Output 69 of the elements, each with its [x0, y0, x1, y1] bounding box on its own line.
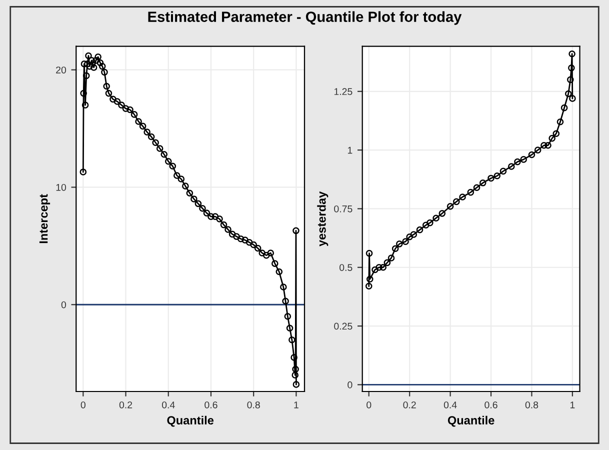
- point: [528, 151, 536, 158]
- point: [388, 254, 395, 262]
- point: [372, 266, 378, 274]
- point: [564, 90, 572, 98]
- chart-title: Estimated Parameter - Quantile Plot for today: [148, 11, 462, 25]
- y-tick-label: 0: [348, 381, 352, 388]
- x-tick-label: 0: [366, 401, 372, 408]
- x-tick-label: 0.2: [119, 401, 132, 408]
- point: [446, 202, 454, 210]
- x-tick-label: 0.8: [247, 401, 260, 408]
- point: [410, 231, 418, 238]
- x-tick-label: 0.8: [525, 401, 538, 408]
- x-tick-label: 1: [570, 402, 575, 408]
- point: [548, 134, 556, 142]
- point: [560, 104, 568, 112]
- point: [544, 142, 552, 149]
- point: [567, 76, 574, 84]
- point: [540, 142, 548, 149]
- point: [520, 156, 527, 163]
- point: [494, 172, 501, 180]
- x-tick-label: 0: [80, 401, 86, 408]
- point: [552, 130, 560, 138]
- point: [380, 264, 387, 271]
- point: [432, 214, 440, 222]
- point: [500, 168, 507, 175]
- point: [467, 188, 474, 196]
- x-axis-title: Quantile: [167, 416, 214, 427]
- y-tick-label: 1: [348, 146, 352, 154]
- y-axis-title: yesterday: [317, 191, 328, 246]
- y-tick-label: 0.5: [340, 264, 352, 271]
- x-tick-label: 0.6: [484, 401, 498, 408]
- y-tick-label: 10: [56, 184, 66, 191]
- x-tick-label: 1: [294, 402, 298, 408]
- point: [402, 238, 409, 245]
- x-tick-label: 0.2: [403, 401, 416, 408]
- point: [508, 163, 515, 170]
- point: [569, 95, 576, 102]
- y-tick-label: 0: [61, 301, 66, 308]
- y-tick-label: 0.25: [334, 322, 352, 330]
- y-tick-label: 1.25: [334, 88, 352, 96]
- point: [488, 174, 494, 182]
- point: [534, 146, 542, 154]
- point: [479, 180, 486, 186]
- point: [473, 184, 480, 192]
- point: [392, 245, 399, 252]
- point: [365, 282, 372, 290]
- point: [453, 198, 460, 206]
- point: [556, 118, 564, 126]
- point: [376, 264, 382, 271]
- point: [416, 226, 424, 234]
- point: [514, 158, 521, 166]
- point: [426, 219, 434, 226]
- point: [568, 50, 576, 58]
- y-tick-label: 20: [56, 66, 66, 74]
- point: [438, 210, 446, 217]
- point: [568, 64, 575, 72]
- y-tick-label: 0.75: [334, 205, 352, 212]
- x-tick-label: 0.4: [444, 401, 457, 408]
- point: [422, 222, 430, 229]
- point: [459, 194, 466, 200]
- point: [396, 240, 403, 248]
- y-axis-title: Intercept: [39, 194, 50, 244]
- point: [384, 259, 391, 266]
- point: [366, 276, 374, 283]
- x-axis-title: Quantile: [448, 416, 494, 427]
- point: [366, 250, 373, 257]
- point: [406, 233, 413, 240]
- x-tick-label: 0.6: [204, 401, 218, 408]
- x-tick-label: 0.4: [162, 401, 175, 408]
